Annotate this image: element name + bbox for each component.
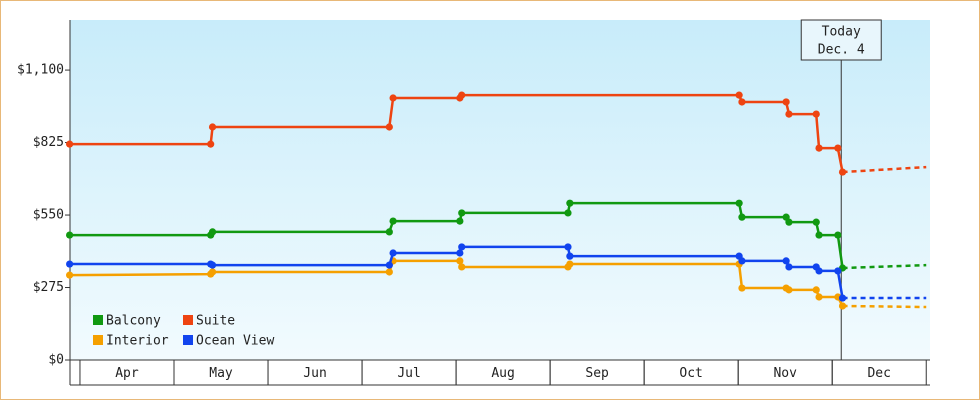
projection-line [842,304,927,309]
price-point [735,199,743,207]
x-tick-label: Oct [679,366,702,381]
y-tick-label: $275 [33,280,64,295]
today-label: Dec. 4 [818,43,865,58]
today-box [800,19,882,61]
price-point [66,271,74,279]
price-point [566,260,574,268]
x-tick-label: Jul [397,366,420,381]
price-point [834,267,842,275]
price-point [738,284,746,292]
legend-swatch [183,335,193,345]
price-point [385,268,393,276]
price-point [389,94,397,102]
price-point [208,261,217,269]
price-point [815,267,823,275]
price-point [735,91,743,99]
price-point [738,213,746,221]
x-tick-label: Sep [585,366,609,381]
projection-line [842,165,927,174]
price-point [785,218,793,226]
legend-swatch [93,315,103,325]
plot-area [70,20,930,360]
price-point [564,209,572,217]
legend-label: Balcony [106,314,161,329]
price-point [389,217,397,225]
price-point [66,231,74,239]
price-point [815,293,823,301]
price-point [785,110,793,118]
price-point [838,294,847,302]
price-point [385,261,393,269]
price-point [834,144,842,152]
legend-swatch [183,315,193,325]
price-point [566,252,574,260]
price-point [458,263,466,271]
price-point [208,123,217,131]
x-tick-label: Jun [303,366,326,381]
price-point [738,257,746,265]
price-point [815,144,823,152]
price-point [564,243,572,251]
price-point [456,249,464,257]
projection-line [842,263,927,270]
legend-label: Suite [196,314,235,329]
price-point [838,168,847,176]
price-point [208,228,217,236]
price-point [782,257,790,265]
price-point [738,98,746,106]
price-point [385,123,393,131]
price-point [456,257,464,265]
y-tick-label: $825 [33,135,64,150]
price-point [66,140,74,148]
price-point [785,286,793,294]
today-label: Today [822,25,861,40]
x-tick-label: Aug [491,366,514,381]
price-point [385,228,393,236]
price-point [782,98,790,106]
price-point [456,217,464,225]
price-point [458,91,466,99]
price-point [389,249,397,257]
y-tick-label: $1,100 [17,63,64,78]
price-point [812,286,820,294]
price-point [838,302,847,310]
price-point [207,140,215,148]
y-tick-label: $550 [33,208,64,223]
x-tick-label: Apr [115,366,139,381]
price-point [812,218,820,226]
x-tick-label: May [209,366,233,381]
price-point [458,243,466,251]
price-point [815,231,823,239]
price-point [834,231,842,239]
x-tick-label: Dec [867,366,890,381]
legend-label: Interior [106,334,169,349]
price-point [208,268,217,276]
price-point [458,209,466,217]
x-tick-label: Nov [773,366,797,381]
price-point [785,263,793,271]
price-point [566,199,574,207]
legend-swatch [93,335,103,345]
price-point [812,110,820,118]
legend-label: Ocean View [196,334,274,349]
price-point [66,260,74,268]
y-tick-label: $0 [48,353,64,368]
